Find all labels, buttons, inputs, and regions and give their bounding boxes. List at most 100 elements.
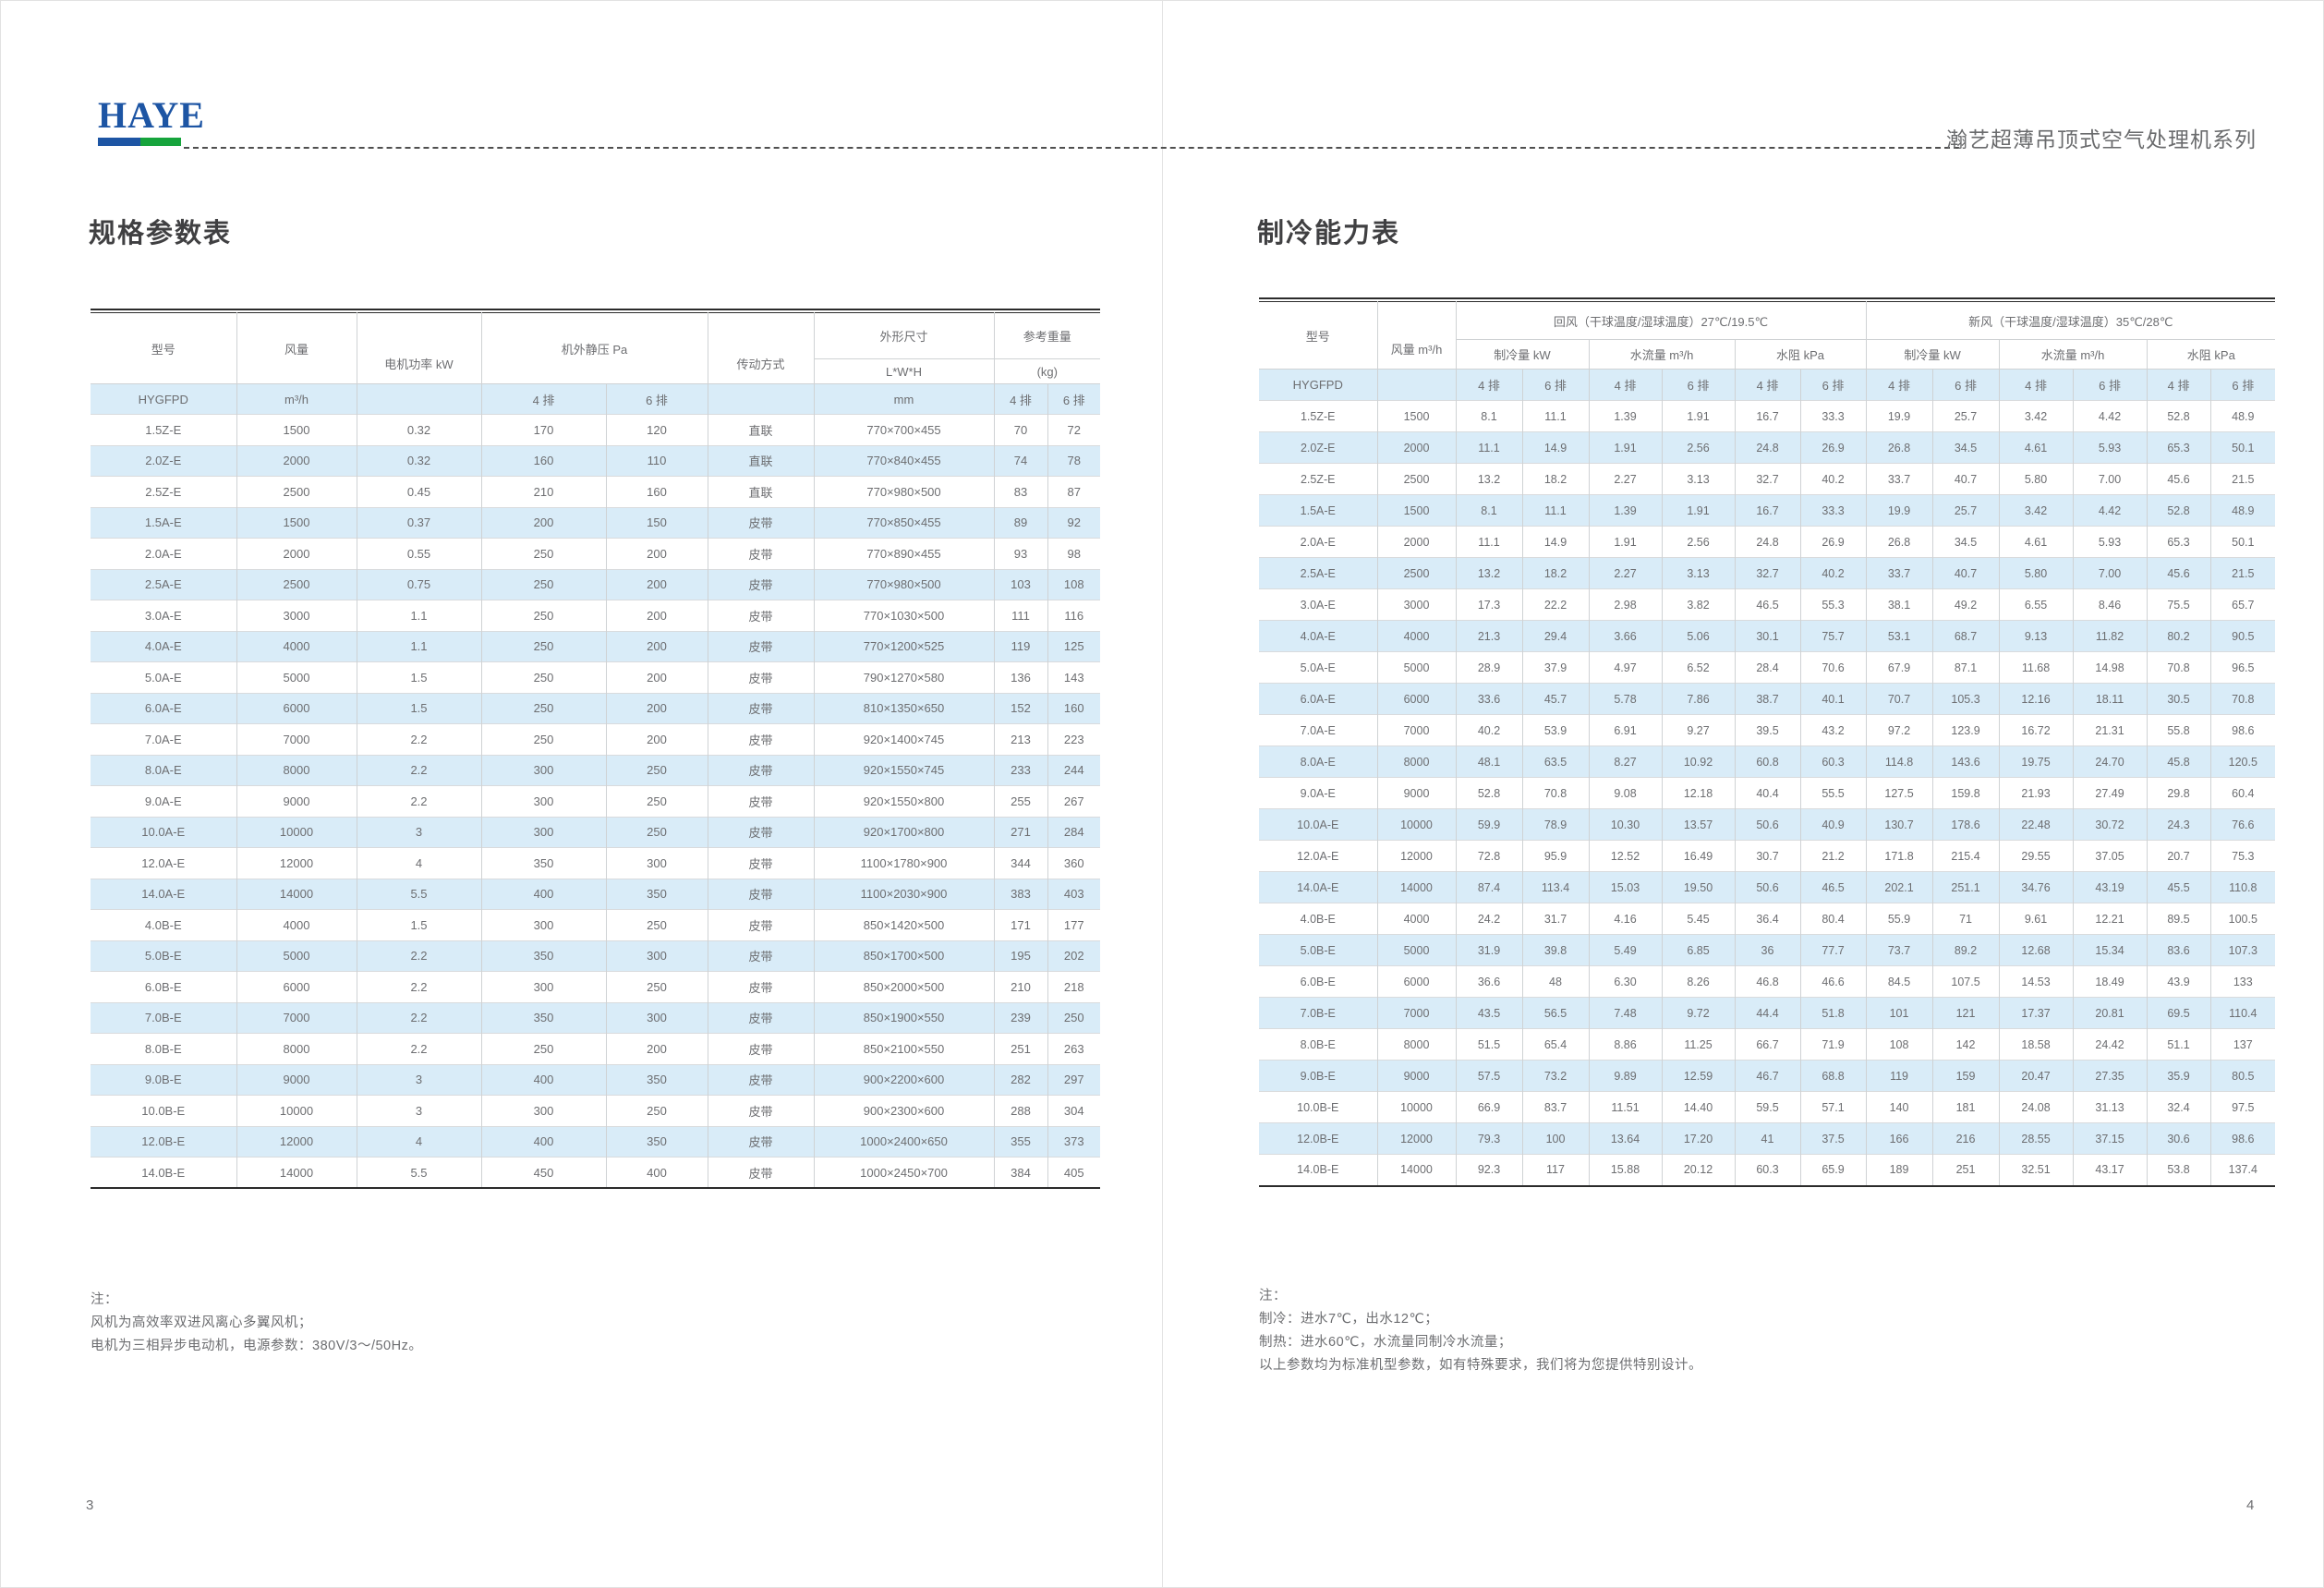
unit-cell: 4 排: [1455, 369, 1522, 401]
value-cell: 70.7: [1865, 683, 1933, 715]
value-cell: 271: [993, 816, 1048, 848]
value-cell: 12.52: [1588, 840, 1662, 872]
value-cell: 78: [1047, 444, 1101, 477]
model-cell: 3.0A-E: [1259, 588, 1377, 621]
value-cell: 89: [993, 506, 1048, 539]
value-cell: 33.7: [1865, 557, 1933, 589]
value-cell: 38.7: [1734, 683, 1800, 715]
unit-cell: 4 排: [993, 383, 1048, 415]
value-cell: 1.1: [356, 600, 481, 631]
value-cell: 1.39: [1588, 494, 1662, 527]
value-cell: 120: [605, 414, 708, 445]
value-cell: 9.72: [1661, 997, 1735, 1029]
value-cell: 3.66: [1588, 620, 1662, 652]
model-cell: 12.0A-E: [91, 847, 236, 879]
value-cell: 111: [993, 600, 1048, 631]
value-cell: 皮带: [707, 785, 815, 817]
note-line: 电机为三相异步电动机，电源参数：380V/3～/50Hz。: [91, 1338, 423, 1353]
value-cell: 80.2: [2146, 620, 2211, 652]
table-row: 10.0A-E 10000 3 300 250 皮带 920×1700×800 271 284: [91, 816, 1101, 848]
value-cell: 1.91: [1588, 526, 1662, 558]
spec-table-wrap: 型号 风量 电机功率 kW 机外静压 Pa 传动方式 外形尺寸 参考重量 L*W…: [91, 309, 1101, 1189]
value-cell: 51.5: [1455, 1028, 1522, 1061]
value-cell: 46.6: [1799, 965, 1867, 998]
value-cell: 40.2: [1799, 463, 1867, 495]
value-cell: 20.12: [1661, 1154, 1735, 1186]
value-cell: 40.2: [1455, 714, 1522, 746]
value-cell: 218: [1047, 971, 1101, 1002]
value-cell: 250: [480, 692, 606, 724]
logo-bars-icon: [98, 138, 181, 146]
value-cell: 90.5: [2209, 620, 2276, 652]
value-cell: 2.98: [1588, 588, 1662, 621]
value-cell: 43.5: [1455, 997, 1522, 1029]
value-cell: 19.75: [1998, 746, 2074, 778]
table-row: 3.0A-E 3000 17.3 22.2 2.98 3.82 46.5 55.3 38.1 49…: [1259, 588, 2276, 621]
value-cell: 790×1270×580: [813, 661, 995, 693]
model-cell: 7.0B-E: [1259, 997, 1377, 1029]
value-cell: 2000: [1376, 526, 1456, 558]
value-cell: 5.93: [2072, 526, 2148, 558]
value-cell: 202: [1047, 939, 1101, 972]
value-cell: 200: [605, 630, 708, 662]
table-row: 14.0B-E 14000 92.3 117 15.88 20.12 60.3 65.9 189…: [1259, 1154, 2276, 1186]
unit-cell: 6 排: [2209, 369, 2276, 401]
value-cell: 3000: [1376, 588, 1456, 621]
value-cell: 152: [993, 692, 1048, 724]
table-row: 6.0A-E 6000 33.6 45.7 5.78 7.86 38.7 40.1 70.7 10…: [1259, 683, 2276, 715]
value-cell: 160: [605, 476, 708, 507]
value-cell: 770×850×455: [813, 506, 995, 539]
value-cell: 1.1: [356, 630, 481, 662]
cooling-table-title: 制冷能力表: [1257, 219, 1401, 249]
value-cell: 33.6: [1455, 683, 1522, 715]
value-cell: 75.5: [2146, 588, 2211, 621]
value-cell: 263: [1047, 1033, 1101, 1064]
value-cell: 80.4: [1799, 903, 1867, 935]
value-cell: 16.49: [1661, 840, 1735, 872]
model-cell: 4.0B-E: [91, 909, 236, 940]
value-cell: 810×1350×650: [813, 692, 995, 724]
value-cell: 373: [1047, 1125, 1101, 1158]
table-row: 7.0A-E 7000 2.2 250 200 皮带 920×1400×745 213 223: [91, 723, 1101, 755]
note-line: 风机为高效率双进风离心多翼风机；: [91, 1315, 312, 1330]
value-cell: 44.4: [1734, 997, 1800, 1029]
model-cell: 9.0A-E: [91, 785, 236, 817]
value-cell: 770×980×500: [813, 476, 995, 507]
value-cell: 189: [1865, 1154, 1933, 1186]
value-cell: 7000: [1376, 997, 1456, 1029]
table-row: 5.0A-E 5000 28.9 37.9 4.97 6.52 28.4 70.6 67.9 87…: [1259, 651, 2276, 684]
table-row: 7.0A-E 7000 40.2 53.9 6.91 9.27 39.5 43.2 97.2 12…: [1259, 714, 2276, 746]
value-cell: 33.3: [1799, 400, 1867, 432]
value-cell: 770×1030×500: [813, 600, 995, 631]
value-cell: 21.5: [2209, 463, 2276, 495]
value-cell: 34.5: [1931, 431, 2000, 464]
value-cell: 920×1550×800: [813, 785, 995, 817]
value-cell: 7.86: [1661, 683, 1735, 715]
value-cell: 110: [605, 444, 708, 477]
value-cell: 70: [993, 414, 1048, 445]
value-cell: 1.5: [356, 909, 481, 940]
value-cell: 34.5: [1931, 526, 2000, 558]
model-cell: 1.5A-E: [91, 506, 236, 539]
value-cell: 250: [480, 723, 606, 755]
value-cell: 200: [605, 568, 708, 600]
unit-cell: mm: [813, 383, 995, 415]
model-cell: 2.0Z-E: [1259, 431, 1377, 464]
table-row: 8.0B-E 8000 2.2 250 200 皮带 850×2100×550 251 263: [91, 1033, 1101, 1064]
value-cell: 70.8: [1521, 777, 1589, 809]
value-cell: 53.1: [1865, 620, 1933, 652]
table-row: 8.0B-E 8000 51.5 65.4 8.86 11.25 66.7 71.9 108 14…: [1259, 1028, 2276, 1061]
value-cell: 3.82: [1661, 588, 1735, 621]
model-cell: 1.5A-E: [1259, 494, 1377, 527]
value-cell: 59.5: [1734, 1091, 1800, 1123]
value-cell: 1100×2030×900: [813, 878, 995, 910]
table-row: 2.5A-E 2500 0.75 250 200 皮带 770×980×500 103 108: [91, 568, 1101, 600]
value-cell: 24.8: [1734, 431, 1800, 464]
unit-cell: 6 排: [1521, 369, 1589, 401]
value-cell: 5.5: [356, 878, 481, 910]
value-cell: 178.6: [1931, 808, 2000, 841]
value-cell: 19.9: [1865, 400, 1933, 432]
value-cell: 65.4: [1521, 1028, 1589, 1061]
table-row: 9.0A-E 9000 2.2 300 250 皮带 920×1550×800 255 267: [91, 785, 1101, 817]
